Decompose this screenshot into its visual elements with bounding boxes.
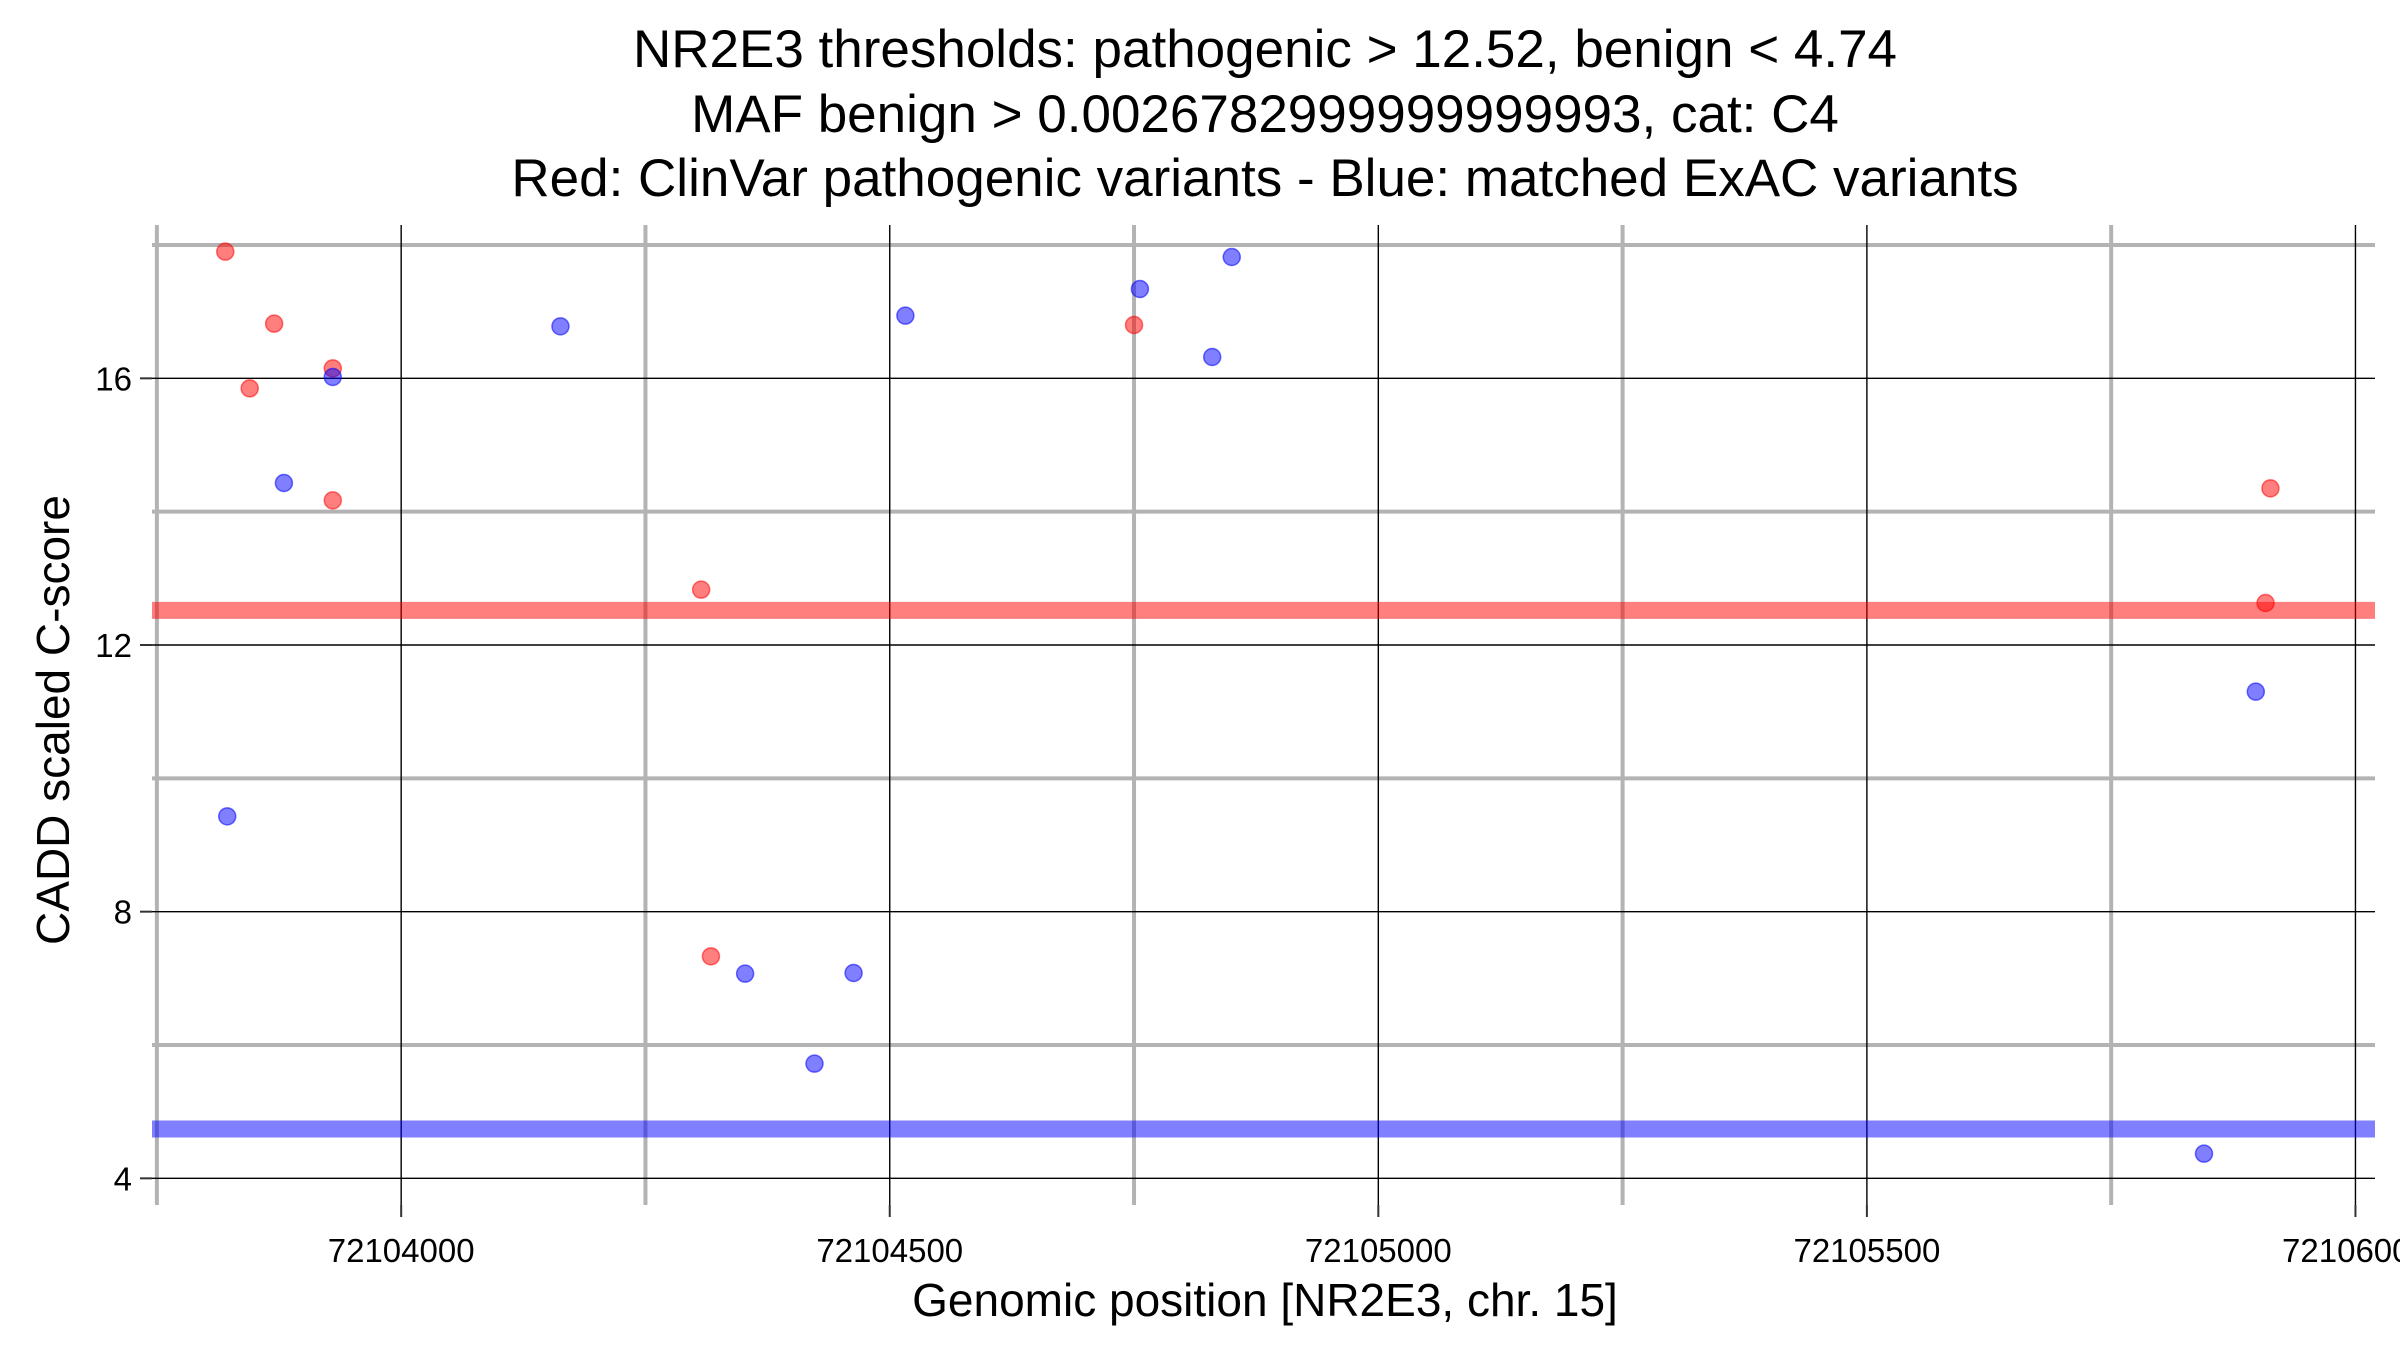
threshold-lines [152,601,2375,1138]
x-tick-label-1: 72104500 [816,1232,963,1269]
series-0-point-8 [2261,479,2280,498]
series-1-point-0 [217,807,237,826]
series-0-point-6 [701,947,721,966]
series-1-point-4 [735,964,755,983]
series-1-point-5 [805,1054,824,1073]
x-tick-label-3: 72105500 [1793,1232,1940,1269]
title-line-2: MAF benign > 0.0026782999999999993, cat:… [691,85,1839,144]
series-1-point-10 [1222,247,1241,267]
series-1-point-2 [323,367,343,387]
y-tick-label-3: 16 [95,360,132,397]
series-1-point-1 [274,473,294,493]
title-line-1: NR2E3 thresholds: pathogenic > 12.52, be… [633,20,1897,79]
axes [140,377,2357,1217]
series-1-point-8 [1130,279,1150,299]
series-0-point-0 [216,242,235,261]
x-axis-title: Genomic position [NR2E3, chr. 15] [912,1274,1618,1326]
y-tick-label-0: 4 [114,1160,132,1197]
x-tick-label-2: 72105000 [1305,1232,1452,1269]
y-tick-label-2: 12 [95,627,132,664]
series-0-point-7 [1124,315,1144,335]
x-tick-label-0: 72104000 [328,1232,475,1269]
series-0-point-1 [264,314,284,333]
series-1-point-12 [2246,682,2266,701]
y-tick-label-1: 8 [114,894,132,931]
x-tick-label-4: 72106000 [2282,1232,2400,1269]
chart-title: NR2E3 thresholds: pathogenic > 12.52, be… [511,20,2018,208]
series-1-point-11 [2194,1144,2214,1163]
series-1-point-3 [551,317,570,336]
grid-lines [152,225,2375,1205]
series-0-point-2 [240,379,259,398]
series-0-point-9 [2256,593,2275,613]
series-0-point-4 [323,491,343,510]
data-points [216,242,2280,1163]
y-axis-title: CADD scaled C-score [27,495,79,945]
series-0-point-5 [691,580,711,599]
title-line-3: Red: ClinVar pathogenic variants - Blue:… [511,149,2018,208]
tick-labels: 4 8 12 16 72104000 72104500 72105000 72105500 72… [95,360,2400,1269]
series-1-point-9 [1202,347,1222,367]
series-1-point-6 [844,963,863,983]
series-1-point-7 [896,306,915,325]
